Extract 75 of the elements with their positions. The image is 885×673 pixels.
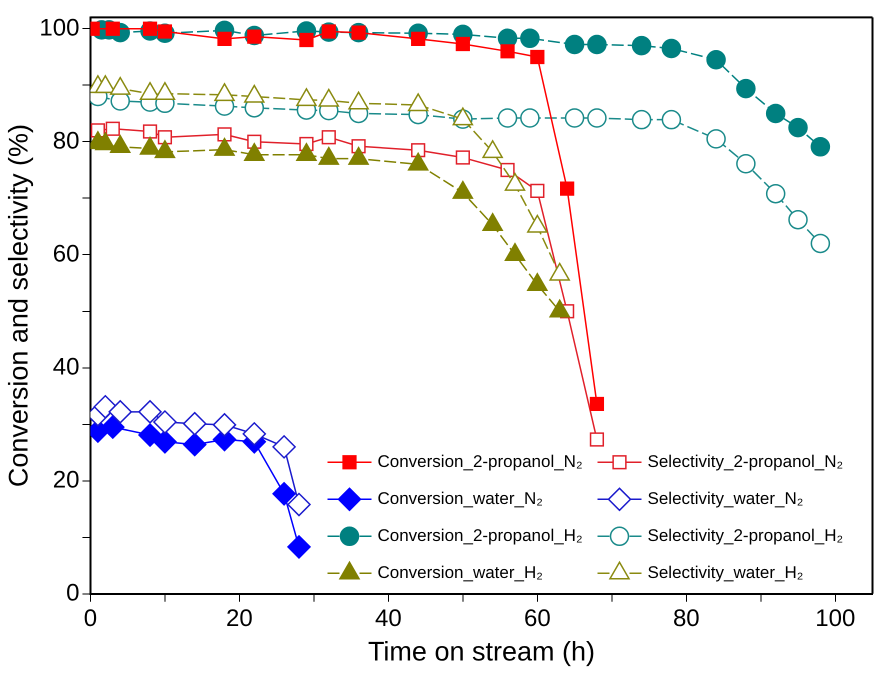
- x-axis-title: Time on stream (h): [368, 636, 596, 666]
- point: [272, 435, 296, 459]
- point: [182, 412, 206, 436]
- point: [560, 182, 574, 196]
- x-tick-label: 0: [84, 604, 98, 632]
- point: [564, 34, 584, 54]
- point: [706, 129, 726, 149]
- legend-label: Selectivity_2-propanol_H₂: [648, 526, 844, 545]
- point: [766, 184, 786, 204]
- point: [217, 32, 232, 46]
- y-tick-label: 20: [52, 466, 80, 494]
- legend-label: Selectivity_2-propanol_N₂: [648, 452, 844, 471]
- point: [138, 400, 162, 424]
- legend-label: Conversion_water_H₂: [378, 562, 543, 582]
- point: [498, 108, 518, 128]
- point: [272, 482, 296, 506]
- point: [94, 395, 118, 419]
- legend-label: Selectivity_water_H₂: [648, 562, 804, 582]
- y-tick-label: 100: [39, 14, 80, 42]
- legend-label: Conversion_2-propanol_N₂: [378, 452, 583, 471]
- point: [766, 104, 786, 124]
- point: [736, 154, 756, 174]
- y-tick-label: 0: [66, 579, 80, 606]
- point: [706, 50, 726, 70]
- point: [564, 108, 584, 128]
- point: [182, 432, 206, 456]
- point: [411, 143, 426, 158]
- point: [106, 122, 120, 136]
- point: [810, 137, 830, 157]
- point: [287, 535, 311, 559]
- point: [520, 108, 540, 128]
- point: [736, 78, 756, 98]
- point: [587, 108, 607, 128]
- point: [322, 130, 336, 144]
- point: [662, 38, 682, 58]
- point: [212, 413, 236, 437]
- x-tick-label: 40: [375, 604, 402, 632]
- point: [810, 234, 830, 254]
- x-tick-label: 20: [226, 604, 253, 632]
- point: [106, 22, 120, 36]
- point: [530, 50, 544, 64]
- y-tick-label: 80: [52, 127, 80, 154]
- point: [242, 422, 266, 446]
- x-tick-label: 60: [524, 604, 551, 632]
- y-axis-title: Conversion and selectivity (%): [4, 124, 34, 488]
- y-tick-label: 60: [52, 240, 80, 268]
- point: [662, 110, 682, 130]
- point: [587, 34, 607, 54]
- point: [590, 396, 604, 412]
- point: [142, 124, 158, 139]
- legend-label: Selectivity_water_N₂: [648, 488, 804, 508]
- point: [788, 210, 808, 230]
- point: [153, 430, 177, 454]
- legend-label: Conversion_2-propanol_H₂: [378, 526, 583, 545]
- point: [456, 150, 470, 165]
- point: [158, 130, 172, 144]
- point: [632, 36, 652, 56]
- x-tick-label: 80: [672, 604, 700, 632]
- y-tick-label: 40: [52, 353, 80, 380]
- x-tick-label: 100: [815, 604, 856, 632]
- point: [788, 118, 808, 138]
- point: [101, 415, 125, 439]
- point: [108, 400, 132, 424]
- point: [138, 423, 162, 447]
- point: [456, 36, 470, 52]
- point: [287, 492, 311, 516]
- point: [520, 28, 540, 48]
- point: [500, 44, 515, 58]
- point: [217, 127, 232, 142]
- point: [299, 32, 314, 48]
- legend-label: Conversion_water_N₂: [378, 488, 543, 508]
- point: [632, 110, 652, 130]
- point: [530, 184, 544, 198]
- point: [153, 410, 177, 434]
- point: [590, 432, 604, 447]
